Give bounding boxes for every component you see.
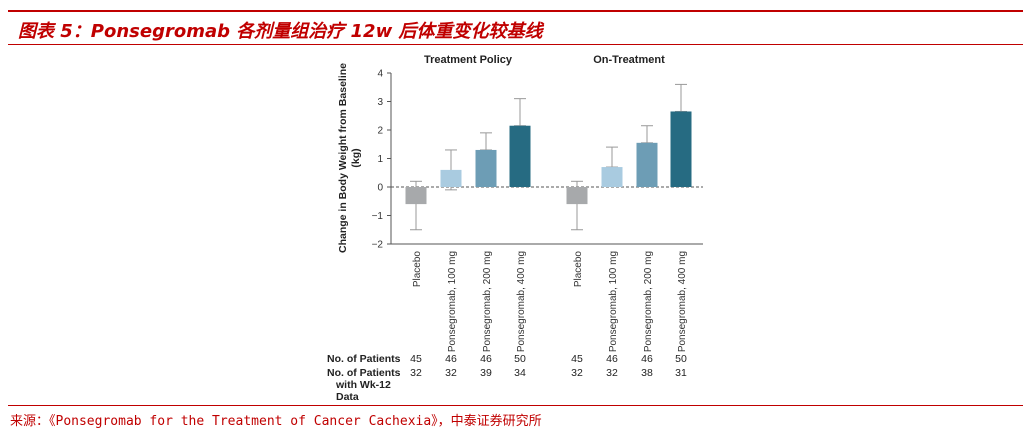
bar (636, 142, 658, 187)
wk12-row-label-1: No. of Patients (327, 367, 401, 379)
chart: Change in Body Weight from Baseline (kg)… (327, 54, 703, 403)
x-category-label: Ponsegromab, 100 mg (608, 251, 619, 352)
bar (475, 149, 497, 187)
bar (405, 187, 427, 205)
patients-count: 46 (641, 353, 653, 365)
y-tick-label: 4 (377, 69, 383, 80)
patient-table: No. of Patients No. of Patients with Wk-… (327, 353, 687, 403)
figure-title: 图表 5：Ponsegromab 各剂量组治疗 12w 后体重变化较基线 (18, 21, 543, 42)
patients-count: 46 (606, 353, 618, 365)
y-tick-label: 2 (377, 126, 383, 137)
x-category-label: Ponsegromab, 400 mg (677, 251, 688, 352)
panel-title: Treatment Policy (424, 54, 513, 66)
x-category-label: Ponsegromab, 100 mg (447, 251, 458, 352)
wk12-patients-count: 38 (641, 367, 653, 379)
patients-count: 46 (480, 353, 492, 365)
wk12-row-label-2: with Wk-12 (335, 379, 391, 391)
patients-count: 46 (445, 353, 457, 365)
bar (601, 167, 623, 187)
patients-count: 45 (571, 353, 583, 365)
x-category-label: Placebo (412, 251, 423, 288)
panel-title: On-Treatment (593, 54, 665, 66)
y-axis: Change in Body Weight from Baseline (kg)… (337, 63, 392, 253)
bar (670, 111, 692, 187)
bar (509, 125, 531, 187)
panel-treatment-policy: Treatment Policy Placebo Ponsegromab, 100 … (405, 54, 531, 352)
patients-count: 45 (410, 353, 422, 365)
patients-count: 50 (675, 353, 687, 365)
wk12-patients-count: 32 (606, 367, 618, 379)
y-axis-unit-label: (kg) (350, 148, 362, 167)
title-rule (8, 44, 1023, 45)
patients-row-label: No. of Patients (327, 353, 401, 365)
source-note: 来源：《Ponsegromab for the Treatment of Can… (10, 414, 542, 429)
wk12-patients-count: 34 (514, 367, 526, 379)
wk12-row-label-3: Data (336, 391, 359, 403)
y-tick-label: −2 (372, 240, 384, 251)
patients-count: 50 (514, 353, 526, 365)
x-category-label: Placebo (573, 251, 584, 288)
y-tick-label: 0 (377, 183, 383, 194)
y-tick-label: 1 (377, 154, 383, 165)
wk12-patients-count: 32 (410, 367, 422, 379)
panel-on-treatment: On-Treatment Placebo Ponsegromab, 100 mg Po… (566, 54, 692, 352)
top-rule (8, 10, 1023, 12)
x-category-label: Ponsegromab, 400 mg (516, 251, 527, 352)
bar (440, 169, 462, 187)
wk12-patients-count: 32 (571, 367, 583, 379)
x-category-label: Ponsegromab, 200 mg (482, 251, 493, 352)
bar (566, 187, 588, 205)
y-tick-label: 3 (377, 97, 383, 108)
y-axis-label: Change in Body Weight from Baseline (337, 63, 349, 253)
wk12-patients-count: 31 (675, 367, 687, 379)
wk12-patients-count: 32 (445, 367, 457, 379)
wk12-patients-count: 39 (480, 367, 492, 379)
x-category-label: Ponsegromab, 200 mg (643, 251, 654, 352)
source-rule (8, 405, 1023, 406)
y-tick-label: −1 (372, 211, 384, 222)
